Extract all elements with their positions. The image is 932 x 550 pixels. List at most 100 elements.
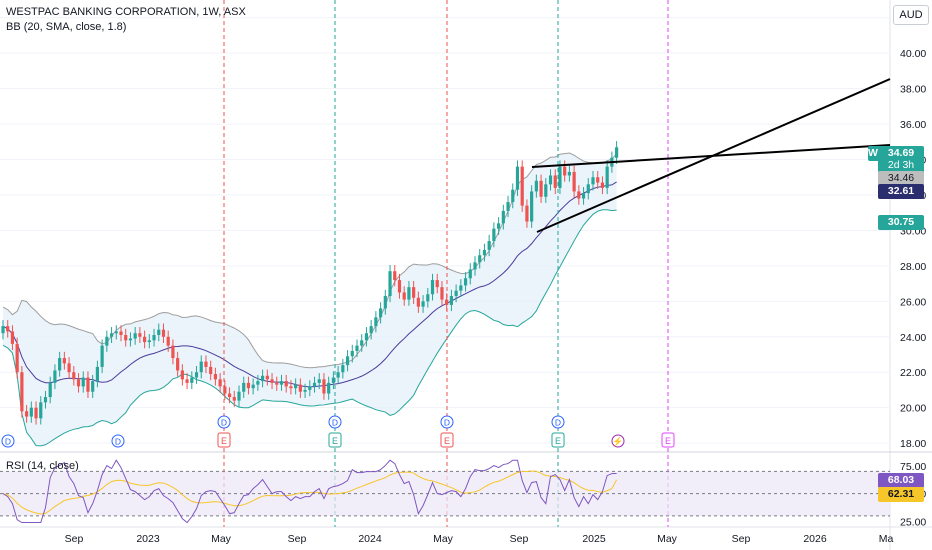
earnings-marker-label: E [332, 436, 338, 446]
time-tick-label: May [211, 533, 232, 545]
candle-body [275, 382, 279, 385]
candle-body [185, 379, 189, 383]
candle-body [539, 180, 543, 197]
candle-body [152, 335, 156, 341]
time-tick-label: 2025 [582, 533, 606, 545]
candle-body [218, 379, 222, 387]
rsi-tick-label: 75.00 [900, 461, 926, 473]
rsi-indicator-legend[interactable]: RSI (14, close) [6, 460, 79, 472]
earnings-marker [217, 432, 231, 448]
earnings-marker [551, 432, 565, 448]
candle-body [43, 397, 48, 403]
candle-body [251, 384, 255, 389]
candle-body [478, 255, 482, 263]
candle-body [194, 372, 199, 378]
candle-body [284, 381, 288, 387]
candle-body [327, 382, 331, 394]
candle-body [407, 287, 411, 300]
candle-body [497, 223, 501, 229]
dividend-marker-label: D [221, 418, 227, 428]
dividend-marker [111, 434, 125, 448]
lightning-icon: ⚡ [612, 436, 623, 448]
time-tick-label: 2024 [358, 533, 382, 545]
candle-body [482, 249, 487, 256]
dividend-marker-label: D [5, 437, 11, 447]
bb-fill [3, 153, 617, 446]
candle-body [501, 210, 505, 224]
candle-body [180, 370, 184, 380]
candle-body [430, 280, 435, 295]
candle-body [463, 278, 468, 286]
candle-body [10, 331, 15, 344]
candle-body [67, 363, 71, 373]
candle-body [128, 338, 133, 341]
dividend-marker [551, 415, 565, 429]
symbol-title[interactable]: WESTPAC BANKING CORPORATION, 1W, ASX [6, 6, 246, 18]
candle-body [265, 375, 269, 380]
candle-body [586, 184, 590, 194]
candle-body [53, 370, 57, 383]
candle-body [171, 345, 175, 359]
time-tick-label: 2023 [136, 533, 160, 545]
candle-body [591, 177, 595, 185]
earnings-marker-label: E [444, 436, 450, 446]
candle-body [525, 205, 529, 222]
candle-body [209, 366, 213, 375]
candle-body [312, 382, 317, 387]
candle-body [534, 180, 538, 192]
candle-body [308, 386, 312, 390]
earnings-marker-label: E [221, 436, 227, 446]
candle-body [124, 335, 128, 341]
price-tick-label: 36.00 [900, 119, 926, 131]
candle-body [345, 356, 350, 366]
currency-button[interactable]: AUD [893, 5, 929, 25]
candle-body [270, 379, 274, 383]
candle-body [364, 333, 369, 341]
candle-body [440, 287, 444, 300]
candle-body [374, 317, 378, 327]
candle-body [336, 372, 340, 378]
earnings-marker [661, 432, 675, 448]
candle-body [81, 377, 85, 387]
time-tick-label: Ma [879, 533, 894, 545]
candle-body [213, 374, 217, 380]
candle-body [133, 333, 137, 339]
dividend-marker [328, 415, 342, 429]
candle-body [232, 397, 236, 401]
rsi-tick-label: 25.00 [900, 516, 926, 528]
candle-body [29, 407, 33, 417]
candle-body [393, 271, 397, 281]
candle-body [199, 361, 203, 373]
candle-body [426, 294, 430, 302]
candle-body [402, 292, 406, 300]
earnings-marker-label: E [665, 436, 671, 446]
dividend-marker [440, 415, 454, 429]
price-tick-label: 20.00 [900, 403, 926, 415]
candle-body [577, 191, 581, 199]
rsi-ma-line [2, 470, 618, 515]
candle-body [350, 350, 354, 357]
candle-body [204, 361, 208, 367]
candle-body [473, 262, 477, 270]
candle-body [383, 296, 387, 309]
candle-body [147, 340, 151, 343]
candle-body [360, 340, 364, 346]
bb-basis-label: 32.61 [878, 184, 924, 199]
candle-body [157, 329, 161, 336]
price-tick-label: 22.00 [900, 367, 926, 379]
candle-body [435, 280, 439, 288]
earnings-marker [440, 432, 454, 448]
candle-body [615, 147, 619, 158]
candle-body [317, 379, 321, 383]
bb-upper-label: 34.46 [878, 171, 924, 186]
dividend-marker [217, 415, 231, 429]
candle-body [48, 382, 52, 398]
candle-body [298, 384, 302, 392]
candle-body [553, 175, 557, 188]
bb-indicator-legend[interactable]: BB (20, SMA, close, 1.8) [6, 21, 127, 33]
candle-body [548, 175, 553, 185]
candle-body [530, 191, 534, 222]
candle-body [388, 271, 392, 297]
candle-body [161, 329, 166, 337]
